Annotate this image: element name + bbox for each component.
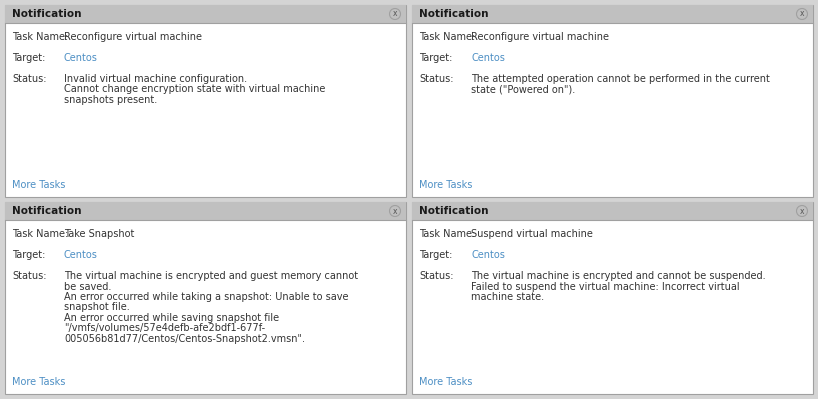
Text: Reconfigure virtual machine: Reconfigure virtual machine <box>64 32 202 42</box>
Text: More Tasks: More Tasks <box>12 377 65 387</box>
Text: An error occurred while saving snapshot file: An error occurred while saving snapshot … <box>64 313 279 323</box>
Text: Centos: Centos <box>64 250 98 260</box>
Bar <box>5 202 406 220</box>
Text: x: x <box>800 10 804 18</box>
Text: Status:: Status: <box>419 74 453 84</box>
Bar <box>5 5 406 23</box>
Text: Notification: Notification <box>12 206 82 216</box>
Bar <box>412 5 813 197</box>
Bar <box>412 202 813 220</box>
Text: snapshot file.: snapshot file. <box>64 302 130 312</box>
Text: x: x <box>393 207 398 215</box>
Text: Invalid virtual machine configuration.: Invalid virtual machine configuration. <box>64 74 247 84</box>
Text: Notification: Notification <box>419 206 488 216</box>
Text: Take Snapshot: Take Snapshot <box>64 229 134 239</box>
Text: x: x <box>800 207 804 215</box>
Text: Status:: Status: <box>12 74 47 84</box>
Text: An error occurred while taking a snapshot: Unable to save: An error occurred while taking a snapsho… <box>64 292 348 302</box>
Text: More Tasks: More Tasks <box>419 377 472 387</box>
Text: More Tasks: More Tasks <box>419 180 472 190</box>
Text: Notification: Notification <box>419 9 488 19</box>
Text: snapshots present.: snapshots present. <box>64 95 157 105</box>
Text: Suspend virtual machine: Suspend virtual machine <box>471 229 593 239</box>
Text: Task Name:: Task Name: <box>12 32 68 42</box>
Text: Task Name:: Task Name: <box>12 229 68 239</box>
Text: be saved.: be saved. <box>64 282 111 292</box>
Text: Failed to suspend the virtual machine: Incorrect virtual: Failed to suspend the virtual machine: I… <box>471 282 739 292</box>
Text: Notification: Notification <box>12 9 82 19</box>
Text: Status:: Status: <box>12 271 47 281</box>
Text: Centos: Centos <box>471 53 505 63</box>
Text: 005056b81d77/Centos/Centos-Snapshot2.vmsn".: 005056b81d77/Centos/Centos-Snapshot2.vms… <box>64 334 305 344</box>
Text: The virtual machine is encrypted and guest memory cannot: The virtual machine is encrypted and gue… <box>64 271 358 281</box>
Text: Task Name:: Task Name: <box>419 32 475 42</box>
Text: state ("Powered on").: state ("Powered on"). <box>471 85 575 95</box>
Text: The virtual machine is encrypted and cannot be suspended.: The virtual machine is encrypted and can… <box>471 271 766 281</box>
Text: Target:: Target: <box>12 250 45 260</box>
Bar <box>412 202 813 394</box>
Text: Centos: Centos <box>64 53 98 63</box>
Text: Cannot change encryption state with virtual machine: Cannot change encryption state with virt… <box>64 85 326 95</box>
Bar <box>412 5 813 23</box>
Text: The attempted operation cannot be performed in the current: The attempted operation cannot be perfor… <box>471 74 770 84</box>
Text: Target:: Target: <box>419 250 452 260</box>
Text: Status:: Status: <box>419 271 453 281</box>
Bar <box>5 5 406 197</box>
Text: Target:: Target: <box>12 53 45 63</box>
Text: Reconfigure virtual machine: Reconfigure virtual machine <box>471 32 609 42</box>
Text: Centos: Centos <box>471 250 505 260</box>
Text: Task Name:: Task Name: <box>419 229 475 239</box>
Text: More Tasks: More Tasks <box>12 180 65 190</box>
Text: "/vmfs/volumes/57e4defb-afe2bdf1-677f-: "/vmfs/volumes/57e4defb-afe2bdf1-677f- <box>64 324 265 334</box>
Text: Target:: Target: <box>419 53 452 63</box>
Text: machine state.: machine state. <box>471 292 544 302</box>
Bar <box>5 202 406 394</box>
Text: x: x <box>393 10 398 18</box>
